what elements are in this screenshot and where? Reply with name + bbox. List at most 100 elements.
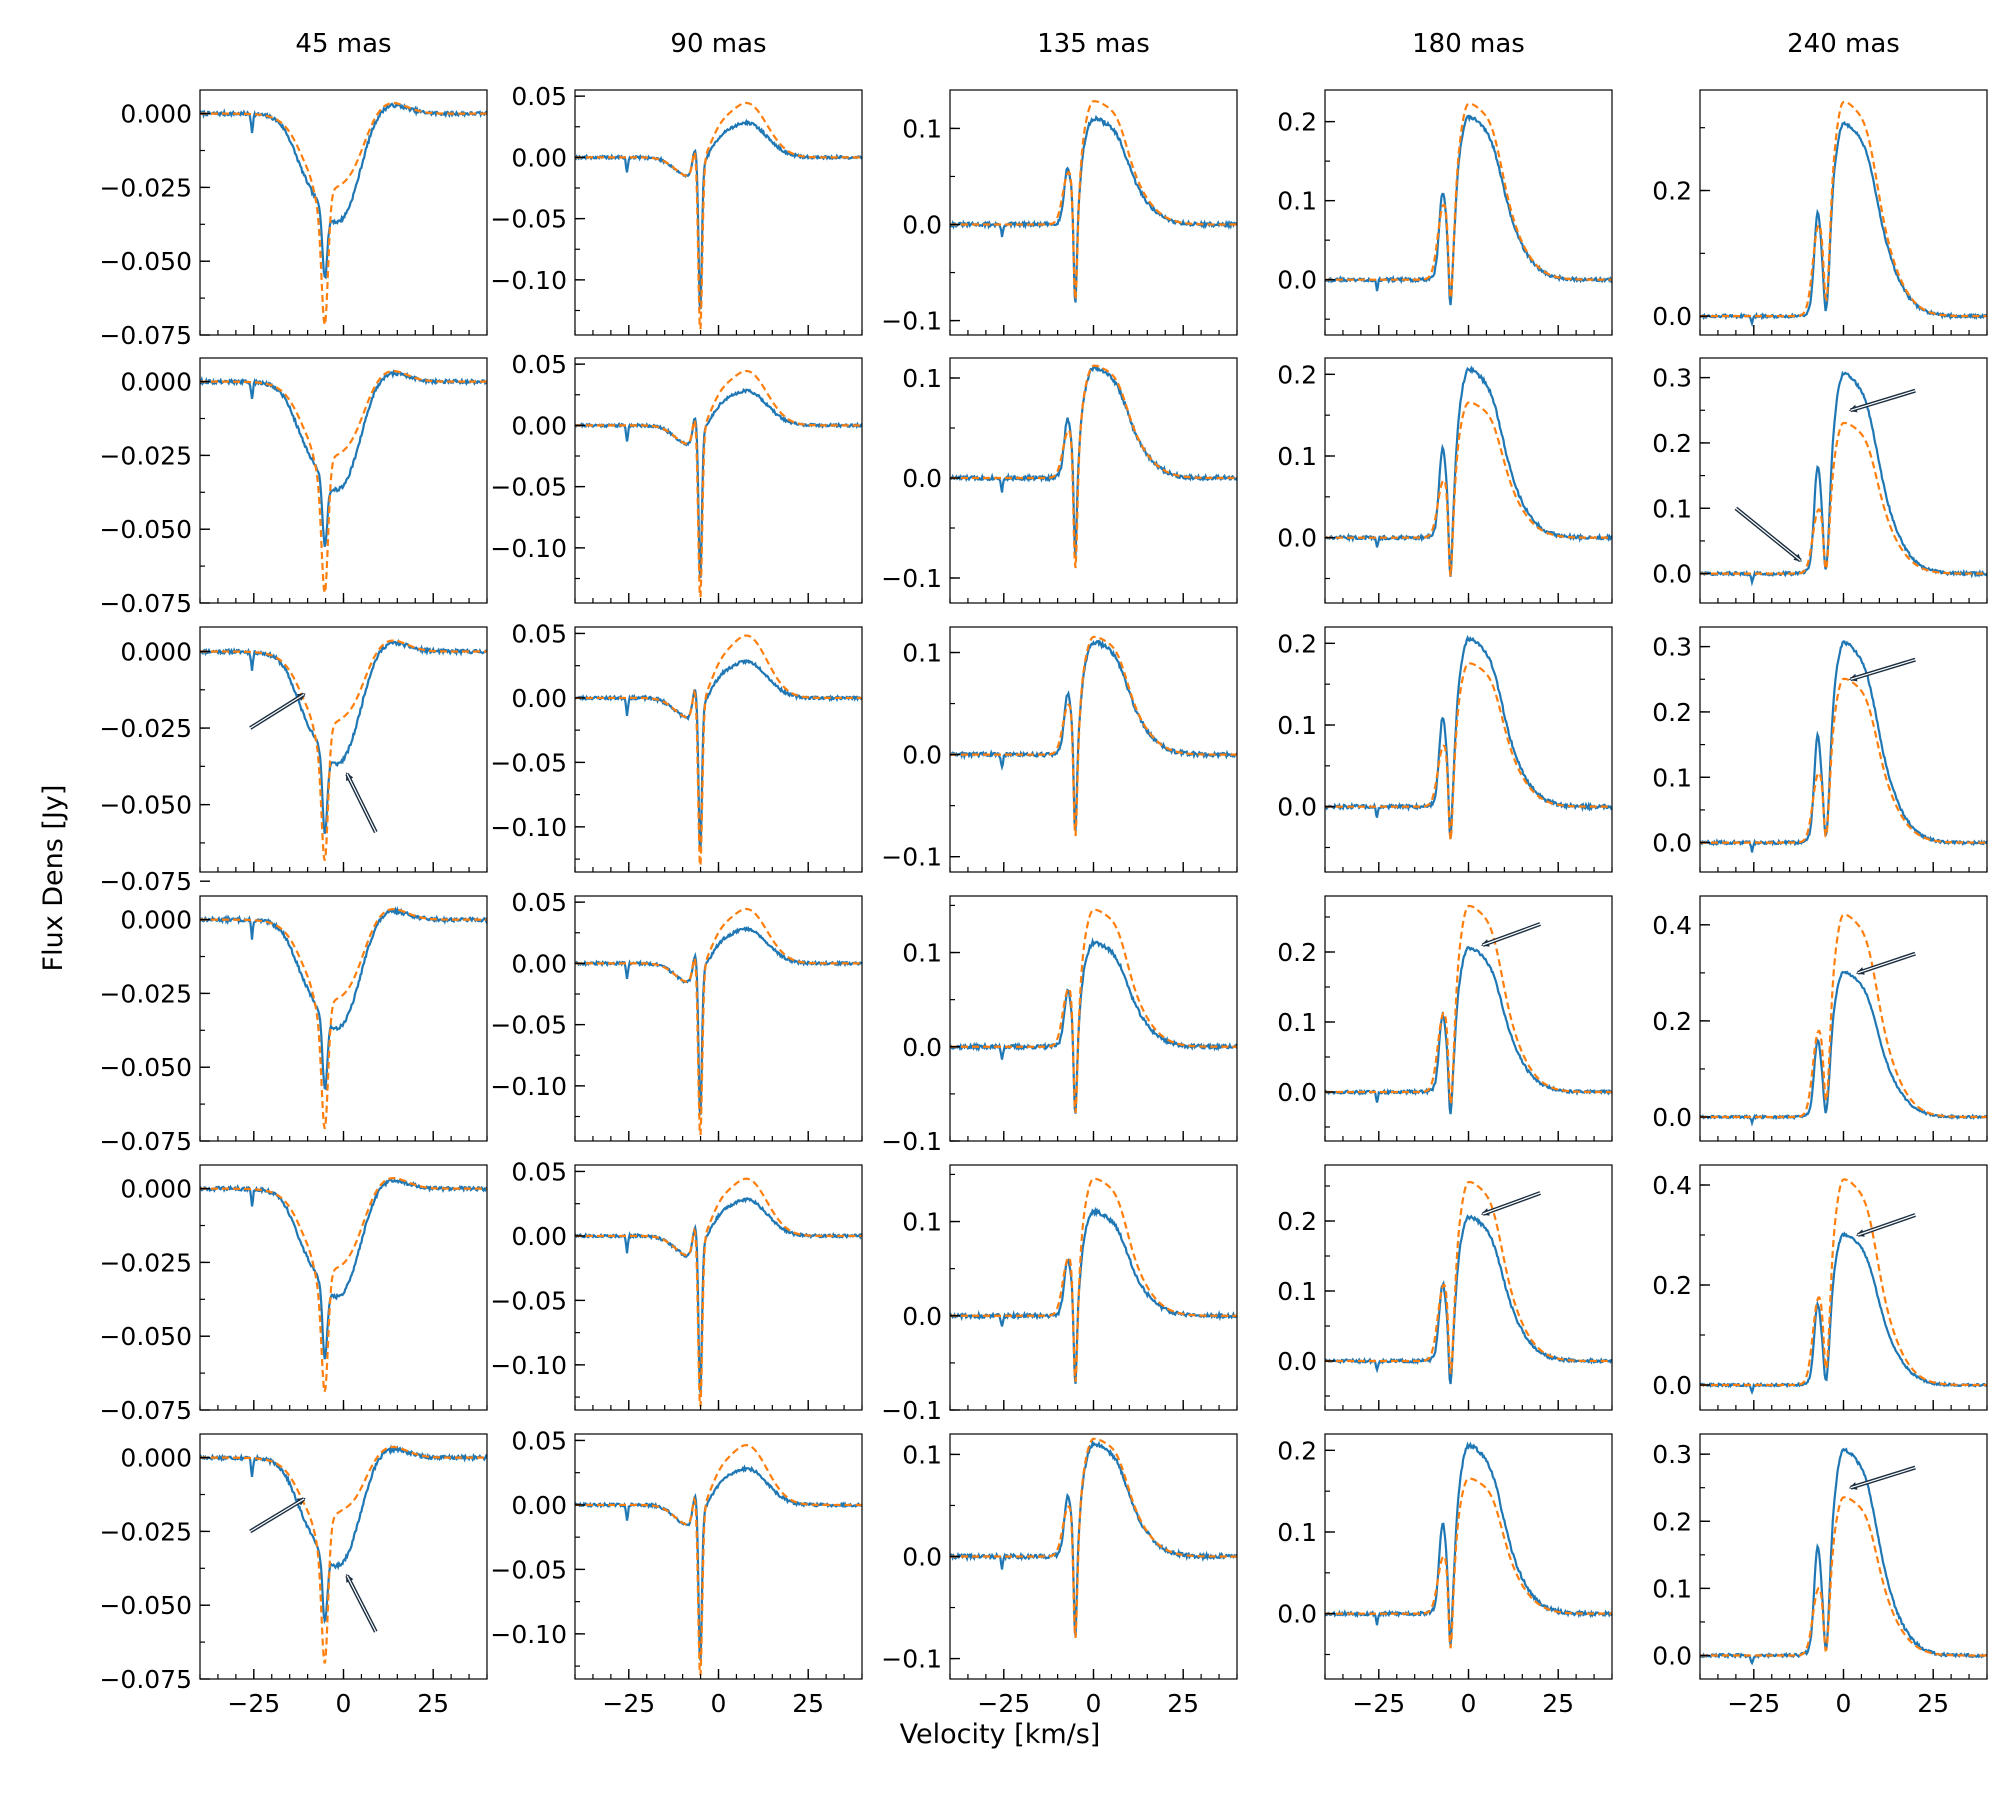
panel-frame <box>199 895 488 1142</box>
panel-r1-c4: 0.2 0.1 0.0 <box>1277 89 1613 336</box>
observed-spectrum-line <box>1700 640 1987 853</box>
x-tick-label: 0 <box>711 1689 727 1718</box>
model-spectrum-line <box>200 369 487 594</box>
observed-spectrum-line <box>1700 970 1987 1127</box>
panel-frame <box>949 626 1238 873</box>
y-tick-label: −0.05 <box>490 205 567 234</box>
model-spectrum-line <box>1325 401 1612 577</box>
y-tick-label: 0.1 <box>1277 1008 1317 1037</box>
y-tick-label: 0.2 <box>1652 1507 1692 1536</box>
y-tick-label: 0.2 <box>1652 1271 1692 1300</box>
panel-r1-c1: 0.000 −0.025 −0.050 −0.075 <box>99 89 488 350</box>
y-tick-label: 0.0 <box>902 1543 942 1572</box>
panel-frame <box>199 1164 488 1411</box>
annotation-arrow-highlight <box>249 693 305 729</box>
model-spectrum-line <box>575 907 862 1136</box>
y-tick-label: −0.050 <box>99 1322 192 1351</box>
y-tick-label: 0.1 <box>902 364 942 393</box>
y-tick-label: 0.2 <box>1652 429 1692 458</box>
model-spectrum-line <box>1700 677 1987 844</box>
panel-r3-c5: 0.3 0.2 0.1 0.0 <box>1652 626 1988 873</box>
panel-r3-c2: 0.05 0.00 −0.05 −0.10 <box>490 619 863 873</box>
panel-r3-c3: 0.1 0.0 −0.1 <box>881 626 1238 873</box>
observed-spectrum-line <box>1325 1441 1612 1646</box>
panel-frame <box>1324 89 1613 336</box>
y-tick-label: −0.10 <box>490 1072 567 1101</box>
model-spectrum-line <box>1700 913 1987 1119</box>
panel-r2-c4: 0.2 0.1 0.0 <box>1277 357 1613 604</box>
y-tick-label: 0.1 <box>902 1440 942 1469</box>
y-tick-label: 0.0 <box>1652 302 1692 331</box>
y-tick-label: 0.1 <box>1277 1277 1317 1306</box>
y-tick-label: 0.0 <box>902 464 942 493</box>
y-tick-label: 0.00 <box>511 1222 567 1251</box>
observed-spectrum-line <box>950 937 1237 1114</box>
panel-r4-c3: 0.1 0.0 −0.1 <box>881 895 1238 1156</box>
observed-spectrum-line <box>950 639 1237 832</box>
y-tick-label: −0.05 <box>490 1011 567 1040</box>
annotation-arrow-highlight <box>346 773 377 833</box>
panel-frame <box>574 1433 863 1680</box>
observed-spectrum-line <box>1700 1231 1987 1395</box>
model-spectrum-line <box>575 369 862 598</box>
panel-frame <box>574 357 863 604</box>
panel-r1-c3: 0.1 0.0 −0.1 <box>881 89 1238 336</box>
panel-r1-c5: 0.2 0.0 <box>1652 89 1988 336</box>
y-tick-label: 0.3 <box>1652 633 1692 662</box>
y-tick-label: 0.2 <box>1277 1207 1317 1236</box>
column-title: 90 mas <box>670 29 766 59</box>
panel-r6-c2: 0.05 0.00 −0.05 −0.10 −25 0 25 <box>490 1426 863 1718</box>
y-tick-label: 0.2 <box>1652 698 1692 727</box>
observed-spectrum-line <box>1325 114 1612 306</box>
observed-spectrum-line <box>200 1443 487 1625</box>
y-tick-label: 0.0 <box>1277 524 1317 553</box>
panel-r2-c1: 0.000 −0.025 −0.050 −0.075 <box>99 357 488 618</box>
y-tick-label: −0.075 <box>99 1396 192 1425</box>
panel-frame <box>574 895 863 1142</box>
panel-frame <box>1699 89 1988 336</box>
observed-spectrum-line <box>575 1196 862 1394</box>
model-spectrum-line <box>950 908 1237 1113</box>
column-title: 240 mas <box>1787 29 1900 59</box>
model-spectrum-line <box>950 100 1237 300</box>
panel-frame <box>1699 1164 1988 1411</box>
y-tick-label: −0.025 <box>99 1517 192 1546</box>
y-tick-label: −0.10 <box>490 1620 567 1649</box>
y-tick-label: −0.075 <box>99 589 192 618</box>
y-tick-label: −0.05 <box>490 1286 567 1315</box>
panel-frame <box>199 1433 488 1680</box>
y-tick-label: 0.0 <box>1277 266 1317 295</box>
annotation-arrow-highlight <box>1850 659 1916 680</box>
panel-r1-c2: 0.05 0.00 −0.05 −0.10 <box>490 82 863 336</box>
y-tick-label: −0.1 <box>881 1127 942 1156</box>
observed-spectrum-line <box>575 1464 862 1661</box>
x-tick-label: −25 <box>977 1689 1030 1718</box>
panel-frame <box>1324 626 1613 873</box>
y-tick-label: −0.1 <box>881 564 942 593</box>
y-tick-label: 0.1 <box>1652 1574 1692 1603</box>
panel-r2-c2: 0.05 0.00 −0.05 −0.10 <box>490 350 863 604</box>
x-tick-label: −25 <box>602 1689 655 1718</box>
panel-r6-c5: 0.3 0.2 0.1 0.0 −25 0 25 <box>1652 1433 1988 1718</box>
y-tick-label: 0.2 <box>1652 177 1692 206</box>
observed-spectrum-line <box>200 638 487 835</box>
panel-frame <box>1324 895 1613 1142</box>
y-tick-label: 0.05 <box>511 82 567 111</box>
y-tick-label: −0.025 <box>99 441 192 470</box>
y-tick-label: 0.3 <box>1652 364 1692 393</box>
y-tick-label: 0.0 <box>1277 1600 1317 1629</box>
observed-spectrum-line <box>575 925 862 1115</box>
y-tick-label: 0.0 <box>1652 560 1692 589</box>
y-tick-label: 0.0 <box>1652 1642 1692 1671</box>
y-tick-label: 0.00 <box>511 411 567 440</box>
model-spectrum-line <box>575 101 862 330</box>
y-tick-label: 0.000 <box>120 368 192 397</box>
y-tick-label: −0.075 <box>99 1665 192 1694</box>
x-tick-label: 0 <box>1836 1689 1852 1718</box>
y-tick-label: −0.025 <box>99 979 192 1008</box>
model-spectrum-line <box>950 635 1237 837</box>
column-title: 135 mas <box>1037 29 1150 59</box>
y-tick-label: 0.1 <box>902 1208 942 1237</box>
y-tick-label: 0.2 <box>1277 108 1317 137</box>
panel-frame <box>949 1164 1238 1411</box>
